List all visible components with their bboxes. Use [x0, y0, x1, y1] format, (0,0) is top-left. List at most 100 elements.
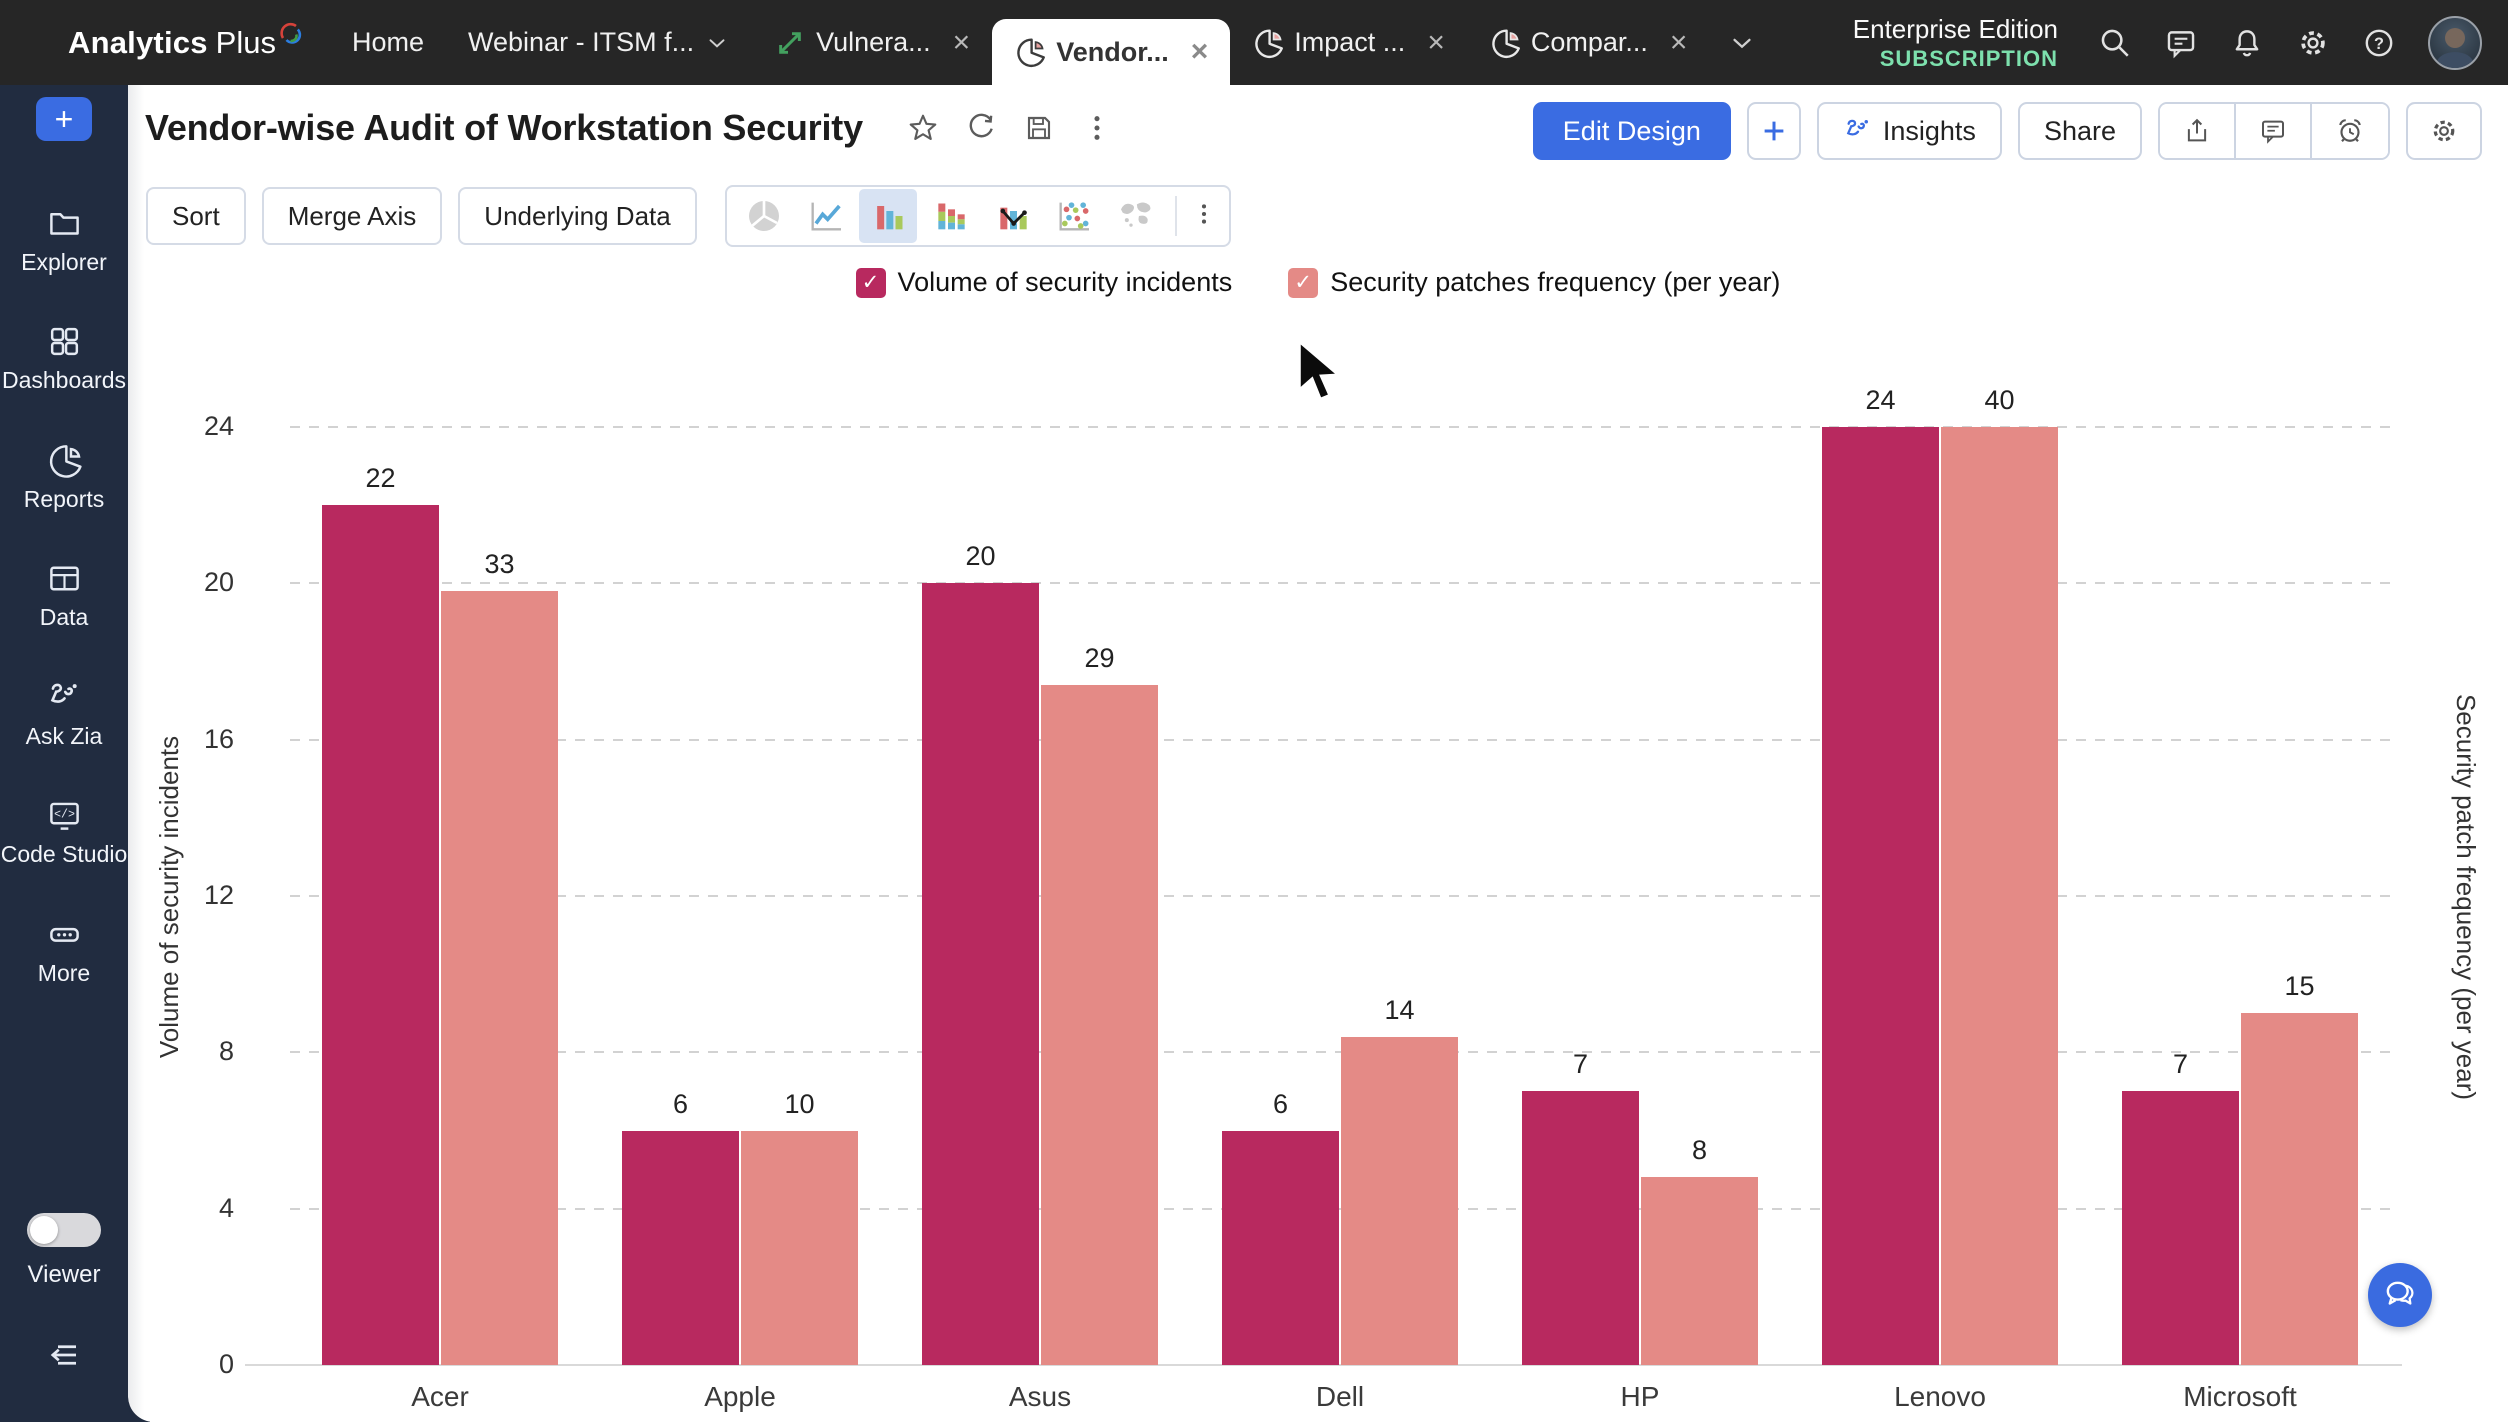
merge-axis-button[interactable]: Merge Axis	[261, 187, 443, 245]
tab-vendor[interactable]: Vendor... ×	[992, 19, 1231, 85]
category-label-apple: Apple	[704, 1381, 776, 1412]
legend-label: Security patches frequency (per year)	[1330, 267, 1781, 297]
sidebar-item-ask-zia[interactable]: Ask Zia	[0, 679, 128, 749]
chart-type-scatter-button[interactable]	[1045, 189, 1103, 243]
create-new-button[interactable]: +	[36, 97, 92, 141]
tab-webinar-itsm-f[interactable]: Webinar - ITSM f...	[446, 0, 752, 85]
collapse-sidebar-button[interactable]	[0, 1337, 128, 1373]
underlying-data-button[interactable]: Underlying Data	[458, 187, 697, 245]
sidebar-item-data[interactable]: Data	[0, 560, 128, 630]
tab-vulnera[interactable]: Vulnera... ×	[752, 0, 992, 85]
header-icon-group	[2158, 102, 2390, 160]
bar-microsoft-incidents[interactable]	[2122, 1091, 2239, 1365]
bar-hp-patches[interactable]	[1641, 1177, 1758, 1365]
gridline	[290, 1051, 2390, 1054]
bar-value-label: 20	[965, 541, 996, 572]
bell-icon[interactable]	[2230, 26, 2264, 60]
sidebar-item-reports[interactable]: Reports	[0, 442, 128, 512]
bar-lenovo-patches[interactable]	[1941, 427, 2058, 1365]
code-icon: </>	[46, 797, 83, 834]
tab-compar[interactable]: Compar... ×	[1467, 0, 1710, 85]
tab-close-icon[interactable]: ×	[1427, 25, 1445, 59]
viewer-label: Viewer	[27, 1261, 101, 1288]
add-report-button[interactable]	[1746, 102, 1801, 160]
bar-dell-incidents[interactable]	[1222, 1130, 1339, 1365]
bar-microsoft-patches[interactable]	[2241, 1013, 2358, 1365]
chart-type-more-button[interactable]	[1187, 196, 1221, 236]
tab-close-icon[interactable]: ×	[1669, 25, 1688, 59]
sidebar-item-dashboards[interactable]: Dashboards	[0, 323, 128, 393]
bar-dell-patches[interactable]	[1341, 1036, 1458, 1365]
left-axis-tick: 8	[218, 1036, 234, 1067]
edit-design-button[interactable]: Edit Design	[1532, 102, 1731, 160]
favorite-star-icon[interactable]	[907, 112, 939, 144]
x-axis-line	[245, 1364, 2402, 1366]
legend-checkbox-patches[interactable]	[1288, 267, 1319, 298]
insights-button[interactable]: Insights	[1816, 102, 2002, 160]
left-axis-tick: 0	[218, 1349, 234, 1379]
bar-lenovo-incidents[interactable]	[1822, 427, 1939, 1365]
tab-label: Vulnera...	[816, 27, 931, 57]
refresh-icon[interactable]	[965, 112, 997, 144]
viewer-toggle[interactable]	[27, 1213, 101, 1247]
category-label-microsoft: Microsoft	[2183, 1381, 2297, 1412]
chart-type-pie-button[interactable]	[735, 189, 793, 243]
category-label-hp: HP	[1620, 1381, 1660, 1412]
bar-value-label: 15	[2284, 971, 2315, 1002]
bar-value-label: 10	[784, 1088, 815, 1119]
gridline	[290, 582, 2390, 585]
table-icon	[46, 560, 83, 597]
comments-button[interactable]	[2236, 104, 2312, 158]
save-icon[interactable]	[1023, 112, 1055, 144]
tab-close-icon[interactable]: ×	[1190, 35, 1209, 68]
export-button[interactable]	[2160, 104, 2236, 158]
sidebar-item-label: Ask Zia	[25, 722, 103, 749]
bar-value-label: 33	[484, 549, 515, 580]
main-content: Vendor-wise Audit of Workstation Securit…	[128, 85, 2508, 1422]
plus-icon	[1759, 116, 1789, 146]
bar-acer-incidents[interactable]	[322, 505, 439, 1365]
chart-type-line-button[interactable]	[797, 189, 855, 243]
sort-button[interactable]: Sort	[146, 187, 246, 245]
tab-impact[interactable]: Impact ... ×	[1230, 0, 1467, 85]
help-icon[interactable]: ?	[2362, 26, 2396, 60]
sidebar-item-label: Explorer	[21, 249, 107, 275]
bar-value-label: 22	[365, 463, 396, 494]
tab-close-icon[interactable]: ×	[952, 25, 971, 59]
sidebar-item-more[interactable]: More	[0, 916, 128, 986]
more-tabs-chevron-icon[interactable]	[1727, 28, 1757, 58]
search-icon[interactable]	[2098, 26, 2132, 60]
bar-asus-patches[interactable]	[1041, 684, 1158, 1365]
subscription-badge[interactable]: SUBSCRIPTION	[1879, 46, 2058, 71]
app-logo[interactable]: Analytics Plus	[0, 0, 330, 85]
sidebar-item-label: Dashboards	[1, 367, 127, 394]
tab-home[interactable]: Home	[330, 0, 446, 85]
left-axis-tick: 24	[203, 411, 234, 441]
chat-fab-button[interactable]	[2368, 1263, 2432, 1327]
sidebar-item-code-studio[interactable]: </> Code Studio	[0, 797, 128, 867]
bar-hp-incidents[interactable]	[1522, 1091, 1639, 1365]
chart-type-bar-button[interactable]	[858, 189, 917, 243]
legend-item-volume[interactable]: Volume of security incidents	[855, 267, 1232, 298]
share-button[interactable]: Share	[2017, 102, 2142, 160]
chart-type-stacked-bar-button[interactable]	[921, 189, 979, 243]
chart-type-combo-button[interactable]	[983, 189, 1041, 243]
gridline	[290, 895, 2390, 897]
bar-acer-patches[interactable]	[441, 591, 558, 1365]
gear-icon[interactable]	[2296, 26, 2330, 60]
chart-type-map-button[interactable]	[1107, 189, 1165, 243]
bar-value-label: 7	[2172, 1049, 2189, 1080]
report-settings-button[interactable]	[2406, 102, 2482, 160]
bar-asus-incidents[interactable]	[922, 583, 1039, 1365]
more-options-icon[interactable]	[1081, 112, 1113, 144]
folder-icon	[46, 205, 83, 242]
legend-checkbox-volume[interactable]	[855, 267, 886, 298]
user-avatar[interactable]	[2428, 15, 2482, 70]
bar-apple-incidents[interactable]	[622, 1130, 739, 1365]
sidebar-item-explorer[interactable]: Explorer	[0, 205, 128, 275]
legend-item-patches[interactable]: Security patches frequency (per year)	[1288, 267, 1780, 298]
left-axis-tick: 20	[203, 567, 234, 598]
chat-icon[interactable]	[2164, 26, 2198, 60]
schedule-button[interactable]	[2312, 104, 2388, 158]
bar-apple-patches[interactable]	[741, 1130, 858, 1365]
